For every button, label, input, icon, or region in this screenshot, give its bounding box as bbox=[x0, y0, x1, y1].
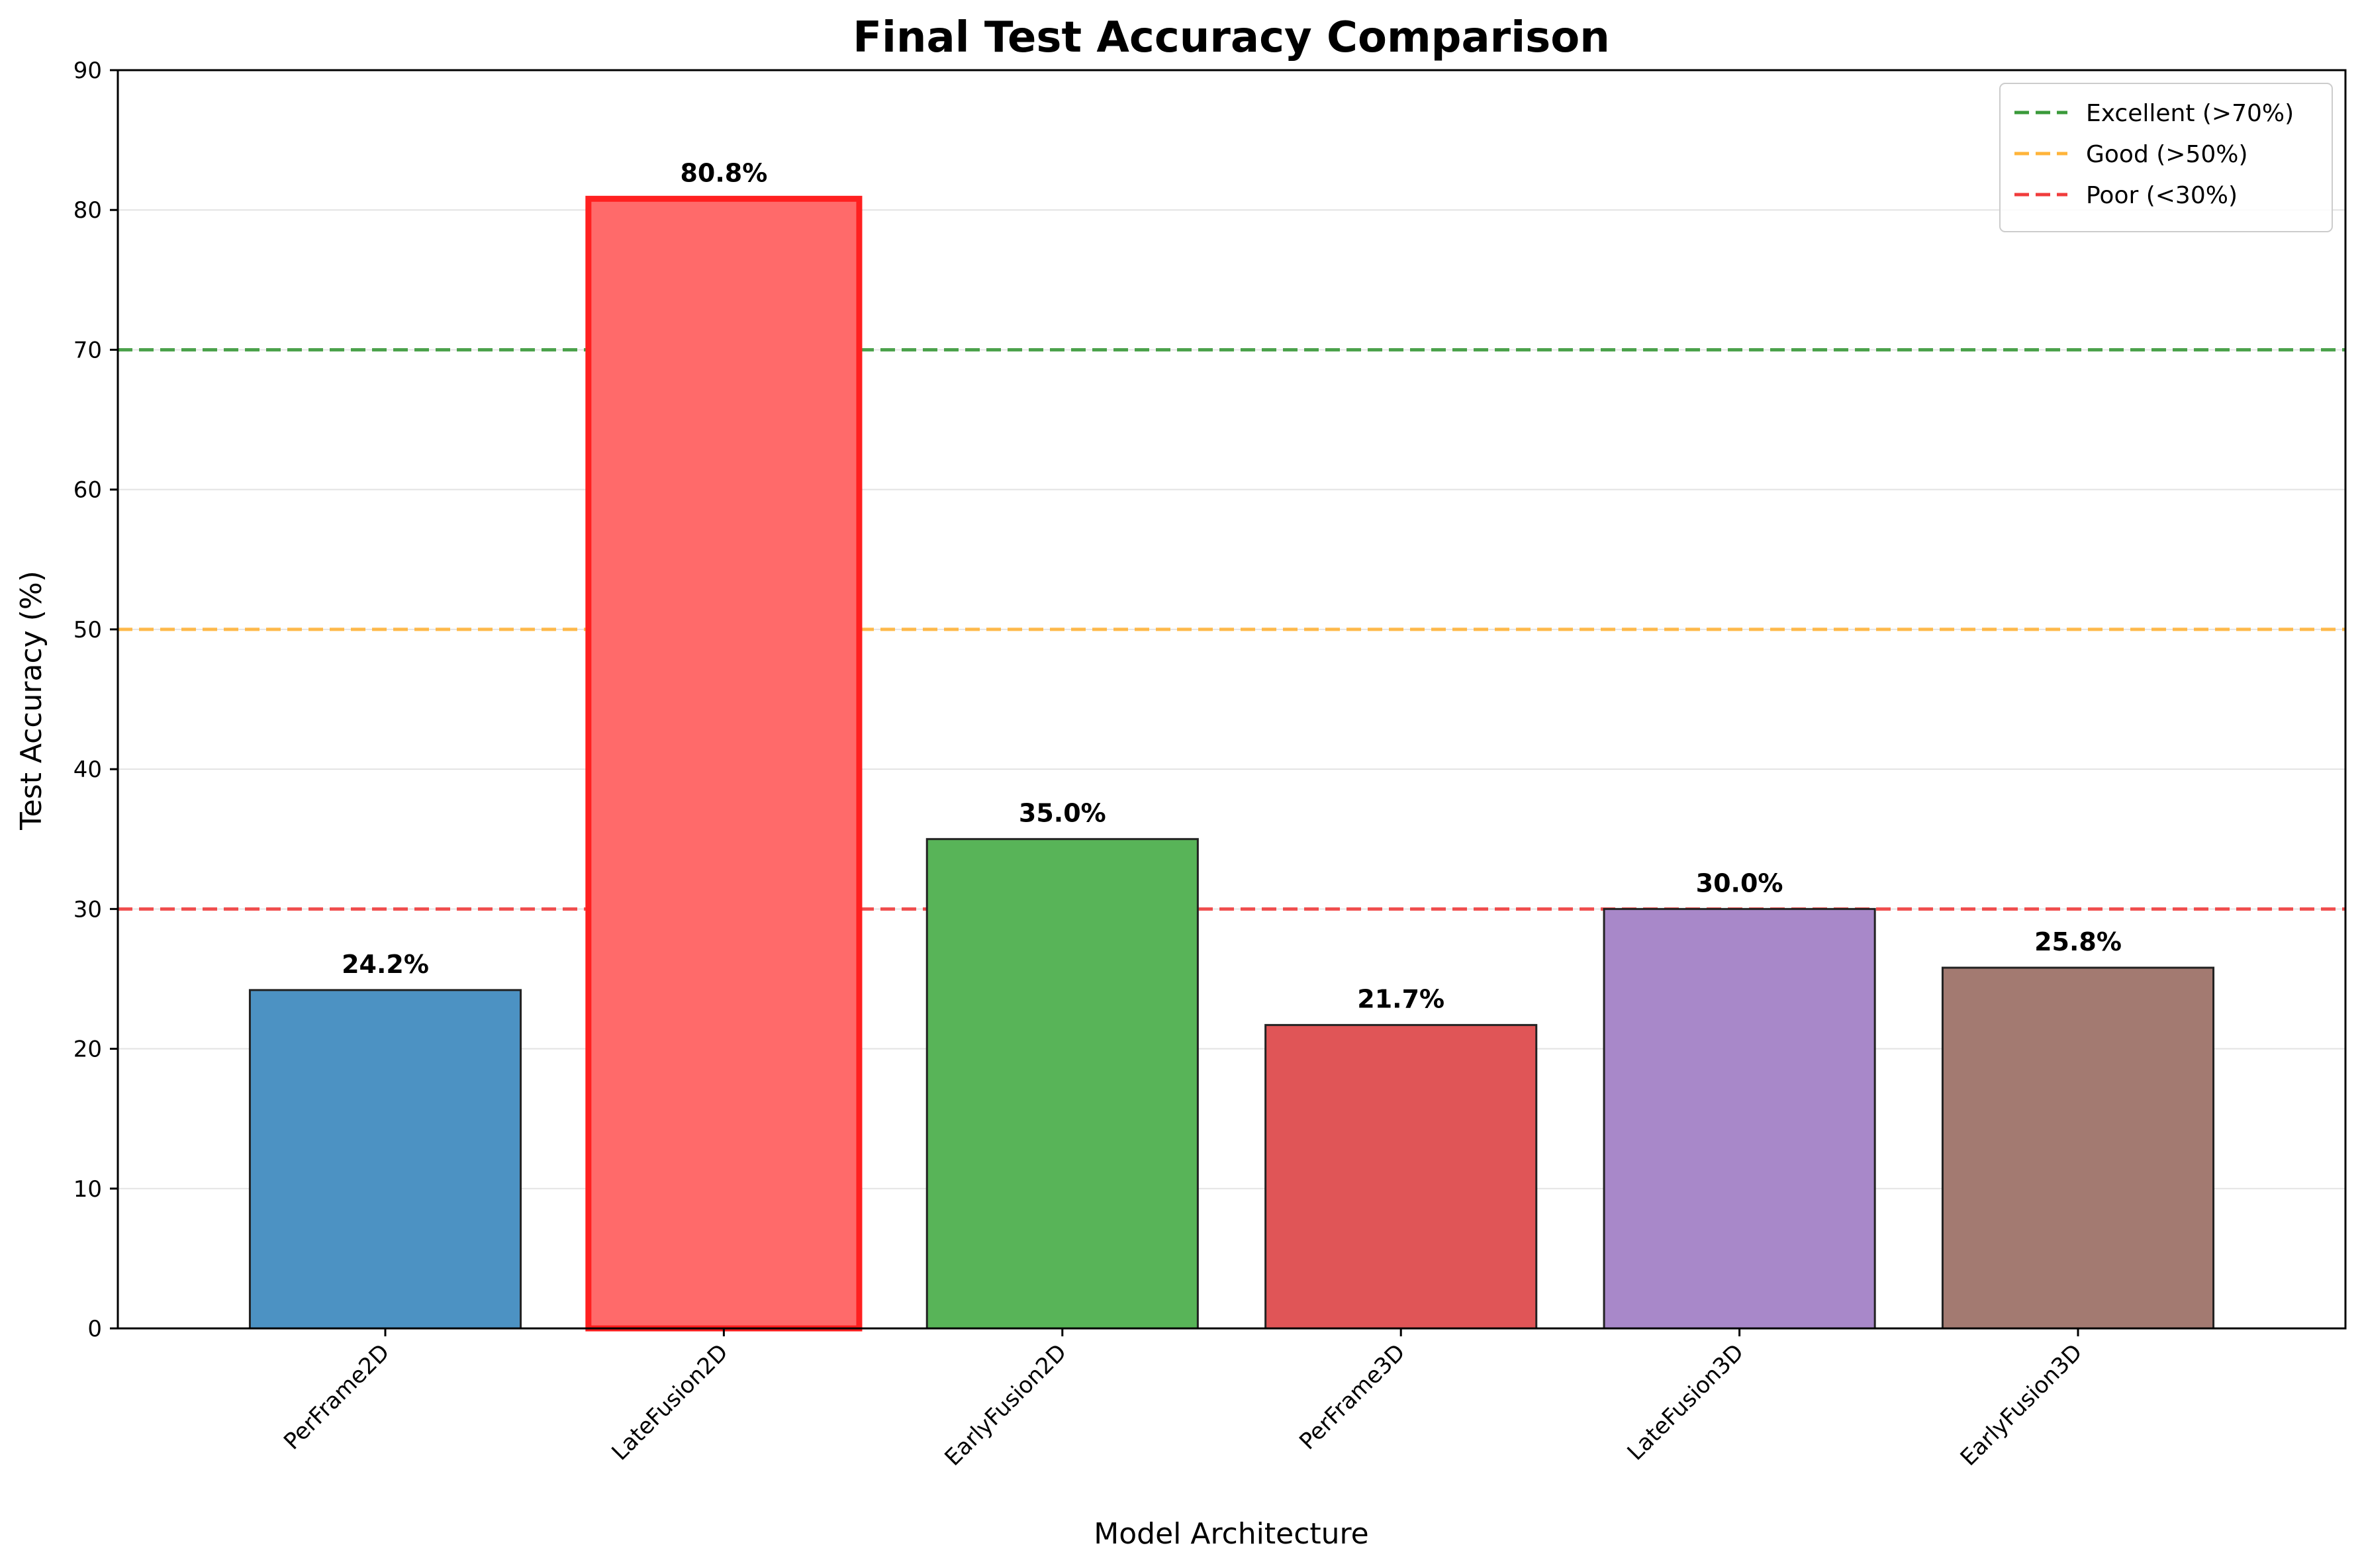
bar-LateFusion2D bbox=[585, 195, 863, 1332]
y-tick-label: 50 bbox=[73, 617, 102, 643]
bar-PerFrame2D bbox=[248, 989, 522, 1330]
y-tick-label: 10 bbox=[73, 1176, 102, 1203]
y-tick-label: 70 bbox=[73, 337, 102, 363]
legend-box bbox=[1999, 83, 2333, 232]
y-axis-label: Test Accuracy (%) bbox=[15, 571, 48, 831]
legend-entry: Good (>50%) bbox=[2086, 141, 2248, 168]
x-axis-label: Model Architecture bbox=[1094, 1517, 1368, 1551]
chart-title: Final Test Accuracy Comparison bbox=[853, 13, 1610, 62]
data-label-EarlyFusion2D: 35.0% bbox=[1019, 799, 1106, 828]
y-tick-label: 30 bbox=[73, 896, 102, 923]
bars bbox=[248, 195, 2215, 1332]
legend-entry: Poor (<30%) bbox=[2086, 182, 2238, 209]
y-tick-label: 80 bbox=[73, 197, 102, 224]
legend: Excellent (>70%) Good (>50%) Poor (<30%) bbox=[1999, 83, 2333, 232]
data-label-PerFrame3D: 21.7% bbox=[1357, 985, 1444, 1014]
x-tick-label-LateFusion2D: LateFusion2D bbox=[606, 1339, 733, 1465]
bar-EarlyFusion3D bbox=[1941, 966, 2215, 1330]
data-labels: 24.2% 80.8% 35.0% 21.7% 30.0% 25.8% bbox=[342, 158, 2122, 1013]
bar-PerFrame3D bbox=[1264, 1024, 1538, 1330]
y-tick-label: 40 bbox=[73, 757, 102, 783]
x-tick-label-EarlyFusion2D: EarlyFusion2D bbox=[939, 1339, 1072, 1471]
x-tick-label-LateFusion3D: LateFusion3D bbox=[1623, 1339, 1749, 1465]
data-label-LateFusion3D: 30.0% bbox=[1696, 868, 1783, 898]
y-tick-label: 90 bbox=[73, 58, 102, 84]
bar-LateFusion3D bbox=[1603, 907, 1876, 1330]
bar-EarlyFusion2D bbox=[925, 838, 1199, 1330]
y-tick-label: 0 bbox=[87, 1316, 102, 1342]
data-label-PerFrame2D: 24.2% bbox=[342, 950, 429, 979]
data-label-EarlyFusion3D: 25.8% bbox=[2034, 927, 2122, 956]
y-tick-label: 20 bbox=[73, 1037, 102, 1063]
plot-frame bbox=[117, 69, 2347, 1330]
legend-entry: Excellent (>70%) bbox=[2086, 100, 2294, 127]
data-label-LateFusion2D: 80.8% bbox=[680, 158, 767, 187]
x-tick-label-PerFrame2D: PerFrame2D bbox=[279, 1339, 395, 1455]
y-tick-label: 60 bbox=[73, 477, 102, 504]
reference-lines bbox=[118, 347, 2345, 911]
x-tick-label-EarlyFusion3D: EarlyFusion3D bbox=[1956, 1339, 2088, 1471]
x-tick-label-PerFrame3D: PerFrame3D bbox=[1294, 1339, 1410, 1455]
